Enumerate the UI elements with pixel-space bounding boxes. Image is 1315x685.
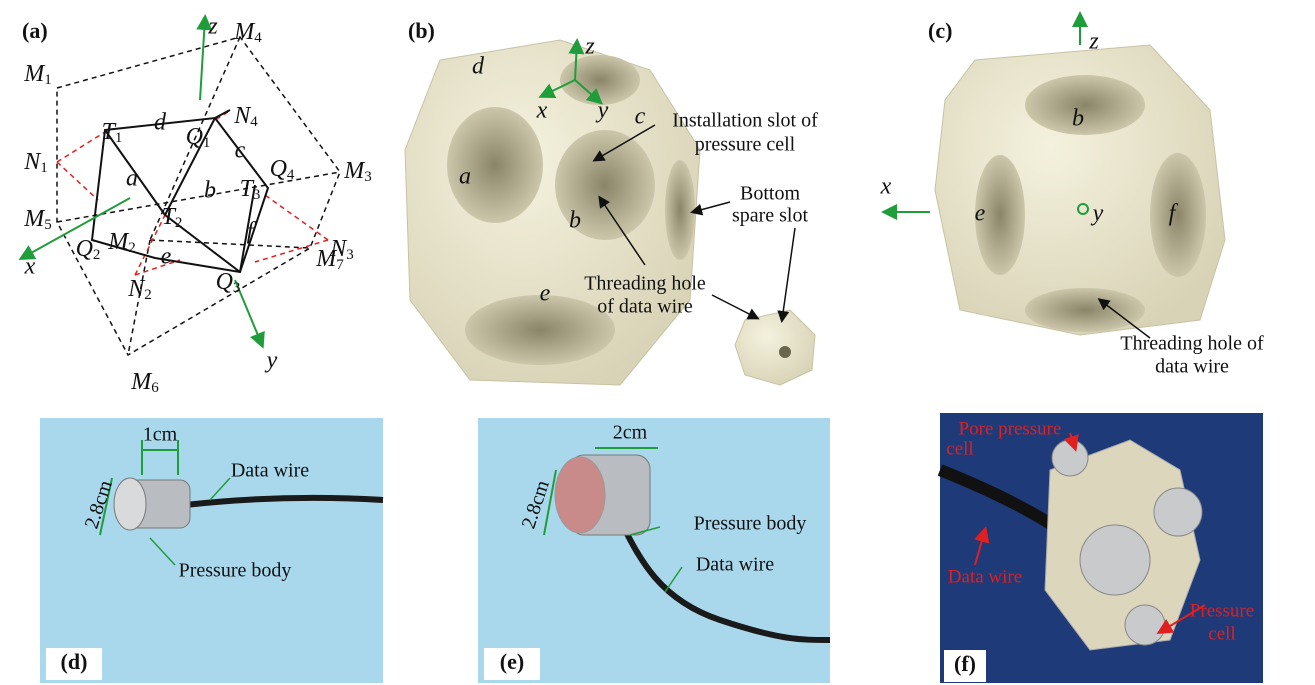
- point-base: Q: [270, 156, 287, 182]
- point-base: M: [130, 369, 153, 395]
- annotation: data wire: [1155, 356, 1229, 378]
- point-base: Q: [186, 124, 203, 150]
- face-label: a: [126, 166, 138, 192]
- point-sub: 1: [203, 135, 211, 151]
- point-sub: 4: [250, 114, 258, 130]
- point-label: Q2: [76, 236, 101, 264]
- annotation: Data wire: [948, 566, 1022, 587]
- point-sub: 2: [175, 215, 183, 231]
- point-sub: 3: [253, 187, 261, 203]
- point-label: N4: [233, 103, 258, 131]
- face-label: b: [1072, 106, 1084, 132]
- point-sub: 1: [44, 72, 52, 88]
- face-label: f: [247, 219, 257, 245]
- annotation: Pressure: [1190, 600, 1254, 621]
- point-sub: 3: [233, 280, 241, 296]
- annotation: Pressure body: [694, 513, 807, 535]
- photo-e: [478, 418, 830, 683]
- annotation: spare slot: [732, 205, 809, 227]
- point-sub: 1: [40, 160, 48, 176]
- point-base: Q: [76, 236, 93, 262]
- annotation: Threading hole of: [1120, 333, 1264, 355]
- point-sub: 5: [44, 217, 52, 233]
- panel-label: (d): [61, 649, 88, 674]
- axis-label: z: [584, 34, 595, 60]
- point-label: T3: [240, 176, 261, 204]
- point-label: M5: [23, 206, 52, 234]
- point-label: M4: [233, 19, 262, 47]
- point-label: N1: [23, 149, 48, 177]
- point-sub: 1: [115, 130, 123, 146]
- point-label: Q4: [270, 156, 295, 184]
- point-label: M2: [107, 229, 136, 257]
- point-base: M: [23, 206, 46, 232]
- axis-label: y: [596, 98, 609, 124]
- point-label: M3: [343, 158, 372, 186]
- point-base: M: [343, 158, 366, 184]
- annotation: Pore pressure: [959, 418, 1062, 439]
- annotation: Threading hole: [584, 273, 706, 295]
- annotation: pressure cell: [695, 134, 796, 156]
- panel-label: (c): [928, 18, 952, 43]
- point-sub: 2: [93, 247, 101, 263]
- face-label: e: [975, 201, 986, 227]
- point-label: M6: [130, 369, 159, 397]
- point-sub: 2: [128, 240, 136, 256]
- face-label: a: [459, 164, 471, 190]
- point-label: N2: [127, 276, 152, 304]
- face-label: d: [154, 110, 167, 136]
- dimension: 2cm: [613, 422, 648, 444]
- annotation: Pressure body: [179, 560, 292, 582]
- point-label: M1: [23, 61, 52, 89]
- panel-label: (e): [500, 649, 524, 674]
- point-sub: 3: [364, 169, 372, 185]
- face-label: b: [569, 208, 581, 234]
- point-label: Q3: [216, 269, 241, 297]
- panel-label: (f): [954, 651, 976, 676]
- annotation: of data wire: [597, 296, 693, 318]
- point-sub: 4: [254, 30, 262, 46]
- face-label: c: [235, 138, 246, 164]
- diagram-a: [22, 18, 340, 355]
- axis-label: x: [24, 254, 36, 280]
- point-sub: 6: [151, 380, 159, 396]
- point-base: M: [107, 229, 130, 255]
- panel-label: (b): [408, 18, 435, 43]
- dimension: 1cm: [143, 424, 178, 446]
- photo-c: [885, 15, 1225, 338]
- annotation: cell: [1208, 623, 1235, 644]
- point-label: N3: [329, 236, 354, 264]
- axis-label: y: [265, 348, 278, 374]
- point-base: M: [23, 61, 46, 87]
- face-label: e: [540, 281, 551, 307]
- axis-label: x: [536, 98, 548, 124]
- annotation: Data wire: [696, 554, 774, 576]
- figure: (a)M1M4M3M5M2M6M7N1N4N3N2T1Q1Q4T3T2Q2Q3a…: [0, 0, 1315, 685]
- point-sub: 2: [144, 287, 152, 303]
- face-label: b: [204, 178, 216, 204]
- axis-label: y: [1091, 201, 1104, 227]
- face-label: e: [161, 244, 172, 270]
- annotation: cell: [946, 438, 973, 459]
- point-label: T2: [162, 204, 183, 232]
- axis-label: z: [1088, 29, 1099, 55]
- annotation: Installation slot of: [672, 110, 818, 132]
- point-base: Q: [216, 269, 233, 295]
- point-label: Q1: [186, 124, 211, 152]
- axis-label: x: [880, 174, 892, 200]
- point-label: T1: [102, 119, 123, 147]
- point-sub: 4: [287, 167, 295, 183]
- annotation: Data wire: [231, 460, 309, 482]
- face-label: d: [472, 54, 485, 80]
- point-sub: 3: [346, 247, 354, 263]
- photo-d: [40, 418, 383, 683]
- panel-label: (a): [22, 18, 48, 43]
- point-base: M: [233, 19, 256, 45]
- annotation: Bottom: [740, 183, 800, 205]
- face-label: c: [635, 104, 646, 130]
- axis-label: z: [207, 14, 218, 40]
